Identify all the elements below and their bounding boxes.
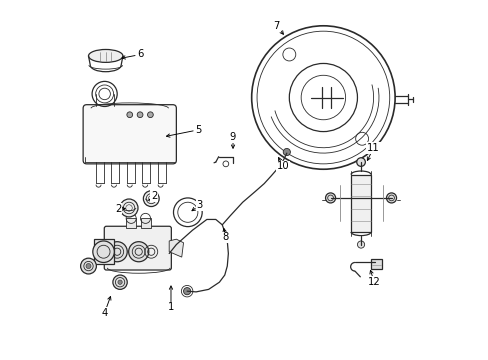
Circle shape <box>118 280 122 284</box>
Text: 9: 9 <box>229 132 236 142</box>
Circle shape <box>183 288 190 295</box>
Ellipse shape <box>88 49 122 62</box>
FancyBboxPatch shape <box>104 226 171 270</box>
Circle shape <box>107 242 127 262</box>
Circle shape <box>147 112 153 118</box>
Circle shape <box>357 241 364 248</box>
FancyBboxPatch shape <box>83 105 176 164</box>
Polygon shape <box>94 239 113 264</box>
Text: 12: 12 <box>367 277 380 287</box>
Circle shape <box>143 191 159 207</box>
Circle shape <box>113 275 127 289</box>
Text: 10: 10 <box>276 161 289 171</box>
Circle shape <box>386 193 396 203</box>
Text: 4: 4 <box>102 308 107 318</box>
Bar <box>370 258 381 269</box>
Circle shape <box>137 112 142 118</box>
Circle shape <box>128 242 148 262</box>
Text: 8: 8 <box>222 232 228 242</box>
Text: 11: 11 <box>366 143 379 153</box>
Text: 2: 2 <box>151 191 157 201</box>
Bar <box>126 219 136 228</box>
Text: 6: 6 <box>137 49 143 59</box>
Circle shape <box>93 241 114 262</box>
Bar <box>350 175 370 232</box>
Circle shape <box>86 264 91 269</box>
Bar <box>140 219 150 228</box>
Text: 2: 2 <box>115 204 121 214</box>
Circle shape <box>283 148 290 156</box>
Circle shape <box>81 258 96 274</box>
Polygon shape <box>169 239 183 257</box>
Circle shape <box>356 158 365 166</box>
Text: 3: 3 <box>196 200 203 210</box>
Text: 7: 7 <box>273 21 280 31</box>
Circle shape <box>325 193 335 203</box>
Circle shape <box>120 199 138 217</box>
Circle shape <box>126 112 132 118</box>
Text: 5: 5 <box>195 125 202 135</box>
Text: 1: 1 <box>167 302 174 312</box>
